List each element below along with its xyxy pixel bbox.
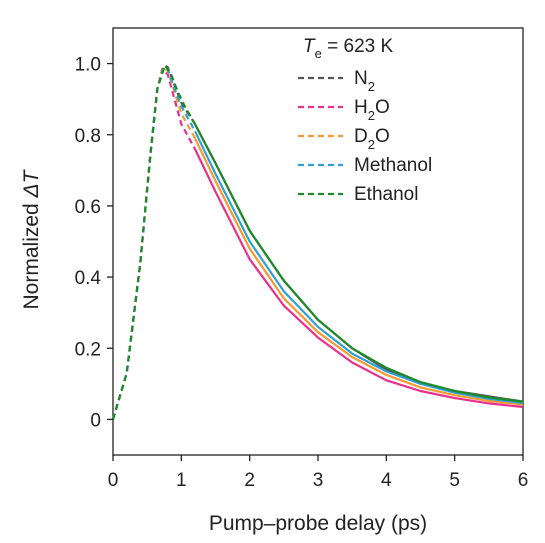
y-tick-label: 0.6 [75, 197, 101, 218]
series-group [111, 64, 524, 420]
legend-label-main: H [354, 97, 368, 118]
legend-label-tail: O [375, 97, 390, 118]
y-axis-title-main: Normalized [20, 197, 43, 309]
legend-label-subscript: 2 [368, 137, 375, 152]
legend-label-main: D [354, 126, 368, 147]
x-tick-label: 6 [518, 470, 529, 491]
y-tick-label: 1.0 [75, 55, 101, 76]
legend-label-n2: N2 [354, 68, 375, 94]
x-tick-label: 2 [244, 470, 255, 491]
y-axis-title: Normalized ΔT [20, 168, 43, 309]
y-tick-label: 0 [90, 410, 101, 431]
legend-title-rest: = 623 K [322, 36, 394, 57]
legend-label-ethanol: Ethanol [354, 184, 418, 205]
y-tick-label: 0.2 [75, 339, 101, 360]
x-tick-label: 1 [176, 470, 187, 491]
series-line-d2o [194, 137, 524, 406]
legend-label-subscript: 2 [368, 108, 375, 123]
legend-label-d2o: D2O [354, 126, 390, 152]
y-tick-label: 0.4 [75, 268, 102, 289]
x-axis-title: Pump–probe delay (ps) [209, 512, 427, 535]
series-line-h2o [194, 148, 524, 409]
y-tick-label: 0.8 [75, 126, 101, 147]
series-line-ethanol-rise [111, 64, 196, 420]
x-tick-label: 0 [108, 470, 119, 491]
legend-label-main: N [354, 68, 368, 89]
x-tick-label: 4 [381, 470, 392, 491]
legend-label-methanol: Methanol [354, 155, 432, 176]
y-axis: 0 0.2 0.4 0.6 0.8 1.0 [75, 55, 113, 431]
legend-label-subscript: 2 [368, 79, 375, 94]
series-line-methanol [194, 130, 524, 405]
series-line-ethanol [194, 123, 524, 403]
legend-title-subscript: e [315, 46, 322, 61]
legend-label-main: Methanol [354, 155, 432, 176]
x-tick-label: 5 [449, 470, 460, 491]
legend-label-h2o: H2O [354, 97, 390, 123]
legend-label-tail: O [375, 126, 390, 147]
x-tick-label: 3 [313, 470, 324, 491]
x-axis: 0 1 2 3 4 5 6 [108, 455, 529, 491]
legend-label-main: Ethanol [354, 184, 418, 205]
legend-title: Te = 623 K [303, 36, 393, 61]
y-axis-title-symbol: ΔT [20, 168, 43, 198]
legend-title-symbol: T [303, 36, 316, 57]
